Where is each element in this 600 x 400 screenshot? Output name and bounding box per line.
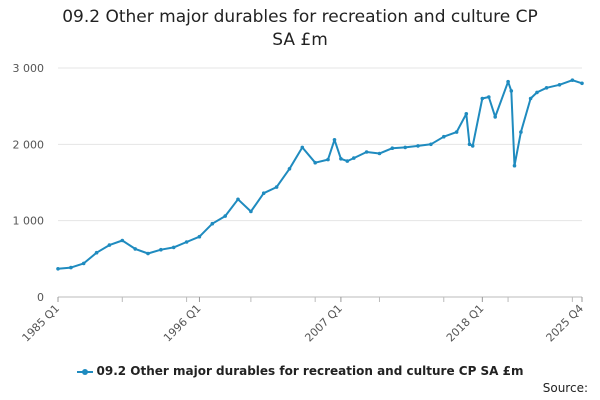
data-point — [345, 159, 350, 163]
data-point — [487, 95, 491, 99]
data-point — [120, 238, 125, 243]
data-point — [467, 142, 472, 147]
data-point — [197, 234, 202, 239]
data-point — [390, 146, 395, 150]
data-point — [300, 145, 305, 150]
data-point — [184, 240, 189, 244]
data-point — [339, 157, 343, 161]
x-tick-label: 2007 Q1 — [302, 302, 345, 345]
data-point — [454, 130, 459, 134]
data-point — [512, 163, 517, 168]
data-point — [236, 197, 240, 202]
data-point — [261, 191, 266, 195]
data-point — [509, 89, 514, 93]
data-point — [364, 150, 369, 154]
data-point — [326, 157, 330, 162]
data-point — [570, 78, 575, 82]
data-point — [480, 96, 485, 101]
data-point — [535, 90, 539, 95]
x-axis: 1985 Q1 1996 Q1 2007 Q1 2018 Q1 2025 Q4 — [20, 296, 587, 345]
data-point — [528, 96, 533, 101]
x-tick-label: 1985 Q1 — [20, 302, 63, 345]
data-point — [249, 209, 253, 214]
chart-title: 09.2 Other major durables for recreation… — [62, 7, 538, 50]
data-point — [159, 247, 163, 252]
y-tick-label: 2 000 — [13, 138, 45, 151]
y-tick-label: 1 000 — [13, 215, 45, 228]
data-point — [519, 130, 523, 134]
data-point — [81, 261, 86, 266]
x-tick-label: 1996 Q1 — [161, 302, 204, 345]
data-point — [210, 221, 215, 226]
data-point — [69, 265, 73, 270]
series-line — [57, 79, 583, 270]
data-point — [442, 134, 446, 139]
data-point — [133, 247, 137, 251]
data-point — [377, 151, 382, 156]
data-point — [493, 115, 498, 119]
data-point — [287, 167, 292, 171]
source-label: Source: — [542, 381, 588, 395]
legend-swatch — [76, 367, 93, 377]
data-point — [416, 144, 420, 148]
data-point — [580, 81, 584, 86]
data-point — [429, 142, 433, 147]
data-point — [464, 112, 469, 116]
data-point — [94, 250, 99, 255]
data-point — [171, 245, 176, 250]
legend-label: 09.2 Other major durables for recreation… — [96, 364, 524, 378]
y-axis: 0 1 000 2 000 3 000 — [13, 62, 45, 304]
data-point — [313, 160, 318, 165]
data-point — [403, 145, 408, 150]
series — [56, 78, 584, 271]
data-point — [544, 86, 549, 90]
gridlines — [58, 67, 582, 222]
data-point — [56, 267, 60, 271]
data-point — [146, 251, 150, 256]
data-point — [107, 243, 112, 247]
y-tick-label: 3 000 — [13, 62, 45, 75]
data-point — [352, 156, 356, 160]
x-tick-label: 2025 Q4 — [544, 302, 587, 345]
data-point — [506, 79, 510, 84]
data-point — [470, 144, 475, 148]
y-tick-label: 0 — [37, 291, 44, 304]
data-point — [223, 214, 227, 218]
data-point — [557, 83, 562, 87]
legend: 09.2 Other major durables for recreation… — [0, 364, 600, 378]
data-point — [274, 185, 279, 189]
data-point — [332, 138, 337, 142]
x-tick-label: 2018 Q1 — [444, 302, 487, 345]
